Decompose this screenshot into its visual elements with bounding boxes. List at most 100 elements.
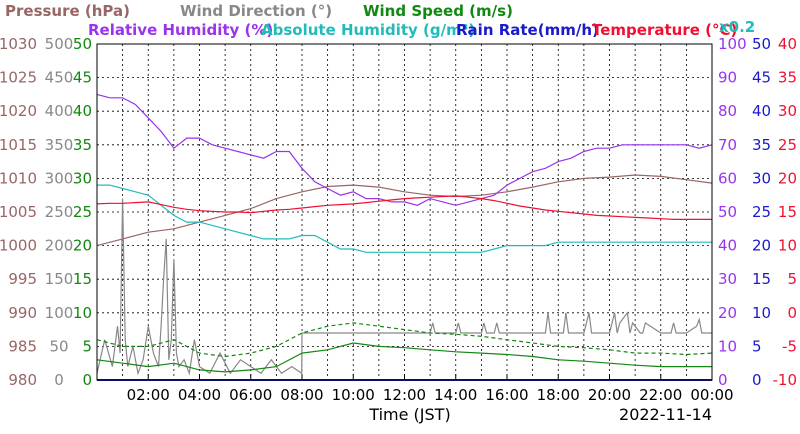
series-wind-speed-gust-m-s bbox=[96, 322, 713, 358]
tick-rain_rate: 30 bbox=[752, 169, 771, 187]
legend-row-2: Relative Humidity (%) Absolute Humidity … bbox=[88, 18, 755, 39]
x-tick-label: 02:00 bbox=[127, 386, 170, 404]
tick-temperature: 0 bbox=[787, 304, 797, 322]
tick-relative_humidity: 80 bbox=[718, 102, 737, 120]
tick-temperature: 10 bbox=[778, 237, 797, 255]
tick-pressure: 1005 bbox=[0, 203, 37, 221]
tick-wind_direction: 0 bbox=[54, 371, 64, 389]
x-axis-label: Time (JST) bbox=[368, 405, 450, 424]
tick-relative_humidity: 0 bbox=[718, 371, 728, 389]
series-wind-direction bbox=[96, 198, 712, 376]
tick-wind_speed: 15 bbox=[73, 270, 92, 288]
tick-rain_rate: 20 bbox=[752, 237, 771, 255]
tick-pressure: 1015 bbox=[0, 136, 37, 154]
tick-wind_speed: 40 bbox=[73, 102, 92, 120]
tick-temperature: -5 bbox=[782, 337, 797, 355]
tick-rain_rate: 35 bbox=[752, 136, 771, 154]
tick-temperature: 40 bbox=[778, 35, 797, 53]
tick-wind_direction: 500 bbox=[45, 35, 74, 53]
tick-relative_humidity: 90 bbox=[718, 69, 737, 87]
tick-relative_humidity: 30 bbox=[718, 270, 737, 288]
left-axis-ticks: 1030102510201015101010051000995990985980… bbox=[0, 35, 92, 389]
tick-temperature: 30 bbox=[778, 102, 797, 120]
legend-wind-direction: Wind Direction (°) bbox=[180, 2, 332, 20]
tick-wind_speed: 5 bbox=[82, 337, 92, 355]
tick-wind_direction: 200 bbox=[45, 237, 74, 255]
series-absolute-humidity-g-m bbox=[97, 184, 712, 253]
x-tick-label: 18:00 bbox=[537, 386, 580, 404]
tick-temperature: 20 bbox=[778, 169, 797, 187]
tick-pressure: 985 bbox=[8, 337, 37, 355]
tick-wind_direction: 50 bbox=[49, 337, 68, 355]
tick-wind_speed: 20 bbox=[73, 237, 92, 255]
legend-row-1: Pressure (hPa) Wind Direction (°) Wind S… bbox=[5, 2, 513, 20]
tick-wind_speed: 10 bbox=[73, 304, 92, 322]
x-tick-label: 20:00 bbox=[588, 386, 631, 404]
tick-rain_rate: 45 bbox=[752, 69, 771, 87]
tick-rain_rate: 0 bbox=[752, 371, 762, 389]
tick-wind_speed: 25 bbox=[73, 203, 92, 221]
legend-wind-speed: Wind Speed (m/s) bbox=[363, 2, 513, 20]
tick-pressure: 1020 bbox=[0, 102, 37, 120]
tick-relative_humidity: 100 bbox=[718, 35, 747, 53]
legend-rain-rate: Rain Rate(mm/h) bbox=[456, 21, 599, 39]
tick-relative_humidity: 10 bbox=[718, 337, 737, 355]
tick-temperature: 5 bbox=[787, 270, 797, 288]
tick-wind_speed: 45 bbox=[73, 69, 92, 87]
tick-rain_rate: 5 bbox=[752, 337, 762, 355]
x-tick-label: 16:00 bbox=[485, 386, 528, 404]
tick-relative_humidity: 70 bbox=[718, 136, 737, 154]
tick-rain_rate: 40 bbox=[752, 102, 771, 120]
right-axis-ticks: 1009080706050403020100504540353025201510… bbox=[718, 35, 797, 389]
series-wind-speed-m-s bbox=[96, 342, 712, 373]
date-label: 2022-11-14 bbox=[619, 405, 712, 424]
x-tick-label: 04:00 bbox=[178, 386, 221, 404]
tick-rain_rate: 50 bbox=[752, 35, 771, 53]
tick-wind_direction: 350 bbox=[45, 136, 74, 154]
tick-temperature: 15 bbox=[778, 203, 797, 221]
tick-temperature: -10 bbox=[773, 371, 798, 389]
legend-temperature: Temperature (°C) bbox=[592, 21, 737, 39]
tick-wind_direction: 150 bbox=[45, 270, 74, 288]
tick-wind_direction: 250 bbox=[45, 203, 74, 221]
tick-relative_humidity: 40 bbox=[718, 237, 737, 255]
tick-wind_speed: 30 bbox=[73, 169, 92, 187]
tick-pressure: 980 bbox=[8, 371, 37, 389]
tick-temperature: 35 bbox=[778, 69, 797, 87]
tick-wind_direction: 300 bbox=[45, 169, 74, 187]
x-tick-label: 14:00 bbox=[434, 386, 477, 404]
grid bbox=[97, 44, 712, 380]
x-axis-ticks: 02:00 04:00 06:00 08:00 10:00 12:00 14:00 16:00… bbox=[127, 374, 734, 404]
tick-pressure: 995 bbox=[8, 270, 37, 288]
tick-rain_rate: 25 bbox=[752, 203, 771, 221]
tick-wind_direction: 400 bbox=[45, 102, 74, 120]
series-lines bbox=[96, 93, 713, 381]
x-tick-label: 10:00 bbox=[332, 386, 375, 404]
tick-wind_direction: 100 bbox=[45, 304, 74, 322]
tick-temperature: 25 bbox=[778, 136, 797, 154]
tick-pressure: 1030 bbox=[0, 35, 37, 53]
tick-wind_speed: 35 bbox=[73, 136, 92, 154]
x-tick-label: 00:00 bbox=[690, 386, 733, 404]
legend-relative-humidity: Relative Humidity (%) bbox=[88, 21, 273, 39]
tick-relative_humidity: 50 bbox=[718, 203, 737, 221]
tick-wind_speed: 50 bbox=[73, 35, 92, 53]
x-tick-label: 06:00 bbox=[229, 386, 272, 404]
tick-pressure: 1025 bbox=[0, 69, 37, 87]
tick-pressure: 990 bbox=[8, 304, 37, 322]
x-tick-label: 22:00 bbox=[639, 386, 682, 404]
series-temperature-c bbox=[96, 195, 712, 220]
series-relative-humidity bbox=[96, 93, 713, 206]
legend-x0.2: x0.2 bbox=[719, 18, 755, 36]
tick-pressure: 1000 bbox=[0, 237, 37, 255]
x-tick-label: 12:00 bbox=[383, 386, 426, 404]
legend-pressure: Pressure (hPa) bbox=[5, 2, 130, 20]
tick-wind_speed: 0 bbox=[82, 371, 92, 389]
tick-rain_rate: 15 bbox=[752, 270, 771, 288]
tick-pressure: 1010 bbox=[0, 169, 37, 187]
plot-frame bbox=[96, 43, 713, 381]
tick-relative_humidity: 20 bbox=[718, 304, 737, 322]
tick-wind_direction: 450 bbox=[45, 69, 74, 87]
legend-absolute-humidity: Absolute Humidity (g/m³) bbox=[261, 21, 475, 39]
